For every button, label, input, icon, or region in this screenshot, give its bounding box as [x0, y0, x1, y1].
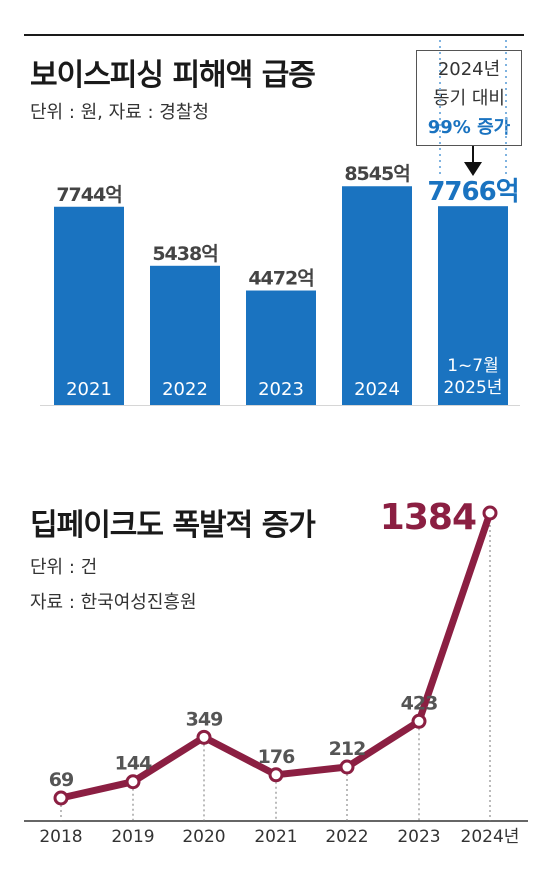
bar-1	[150, 265, 220, 405]
bar-category-label-0: 2021	[66, 379, 112, 400]
point-6	[482, 505, 498, 521]
bar-4	[438, 206, 508, 405]
line-chart: 69 2018 144 2019 349 2020 176 2021 212 2022 423 202…	[24, 497, 528, 847]
bar-chart-title: 보이스피싱 피해액 급증	[30, 58, 316, 93]
point-value-label-4: 212	[329, 738, 366, 760]
bar-category-label-2: 2023	[258, 379, 304, 400]
bar-category-label-1: 2022	[162, 379, 208, 400]
bar-category-label-3: 2024	[354, 379, 400, 400]
bar-2	[246, 290, 316, 405]
x-tick-label-2: 2020	[182, 827, 225, 847]
point-value-label-5: 423	[401, 692, 438, 714]
point-5	[411, 713, 427, 729]
point-4	[339, 759, 355, 775]
point-1	[125, 774, 141, 790]
point-3	[268, 767, 284, 783]
line-chart-title: 딥페이크도 폭발적 증가	[30, 508, 316, 543]
callout-line-3: 99% 증가	[427, 117, 511, 138]
bar-value-label-4: 7766억	[427, 177, 518, 207]
x-tick-label-4: 2022	[325, 827, 368, 847]
bar-0	[54, 206, 124, 405]
x-tick-label-1: 2019	[111, 827, 154, 847]
point-value-label-3: 176	[258, 746, 295, 768]
point-2	[196, 729, 212, 745]
point-value-label-2: 349	[186, 708, 223, 730]
bar-value-label-3: 8545억	[344, 163, 409, 185]
callout-line-1: 2024년	[437, 59, 501, 80]
point-value-label-1: 144	[115, 753, 152, 775]
point-0	[53, 790, 69, 806]
line-chart-note-source: 자료 : 한국여성진흥원	[30, 592, 197, 613]
x-tick-label-6: 2024년	[461, 827, 520, 847]
x-tick-label-3: 2021	[254, 827, 297, 847]
bar-value-label-1: 5438억	[152, 243, 217, 265]
line-chart-note-unit: 단위 : 건	[30, 557, 98, 578]
bar-3	[342, 186, 412, 405]
bar-chart-note: 단위 : 원, 자료 : 경찰청	[30, 102, 209, 123]
callout-arrow-head	[464, 162, 482, 176]
callout-box: 2024년 동기 대비 99% 증가	[416, 50, 522, 146]
callout-line-2: 동기 대비	[433, 88, 505, 109]
bar-category-label-4: 1~7월 2025년	[444, 356, 503, 398]
bar-chart: 7744억 2021 5438억 2022 4472억 2023 8545억 2024 7766…	[40, 40, 520, 406]
x-tick-label-5: 2023	[397, 827, 440, 847]
bar-value-label-2: 4472억	[248, 268, 313, 290]
x-tick-label-0: 2018	[39, 827, 82, 847]
point-value-label-0: 69	[49, 769, 73, 791]
bar-value-label-0: 7744억	[56, 184, 121, 206]
top-rule	[24, 34, 524, 36]
point-value-label-6: 1384	[380, 497, 476, 538]
